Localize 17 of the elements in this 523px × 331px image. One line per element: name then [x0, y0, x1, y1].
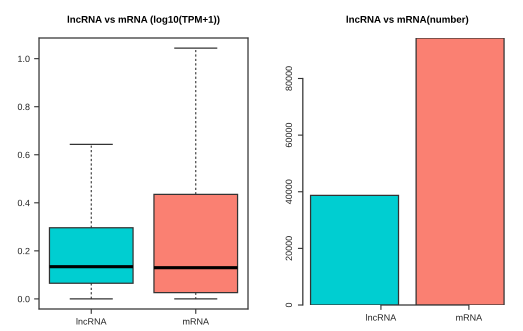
- y-tick-label: 20000: [286, 236, 292, 260]
- y-tick-label: 0.8: [18, 104, 30, 110]
- y-tick-label: 60000: [286, 122, 292, 148]
- y-tick-label: 40000: [286, 180, 292, 204]
- x-tick-label: lncRNA: [366, 314, 396, 321]
- x-tick-label: lncRNA: [76, 318, 107, 325]
- y-tick-label: 0: [286, 302, 292, 308]
- y-tick-label: 0.4: [18, 200, 30, 206]
- y-tick-label: 80000: [286, 66, 292, 91]
- y-tick-label: 0.6: [18, 152, 30, 158]
- x-tick-label: mRNA: [183, 318, 210, 325]
- chart-title: lncRNA vs mRNA (log10(TPM+1)): [68, 16, 220, 25]
- y-tick-label: 1.0: [18, 56, 30, 62]
- chart-title: lncRNA vs mRNA(number): [346, 16, 468, 25]
- y-tick-label: 0.0: [18, 296, 30, 302]
- x-tick-label: mRNA: [456, 314, 482, 321]
- y-tick-label: 0.2: [18, 248, 30, 254]
